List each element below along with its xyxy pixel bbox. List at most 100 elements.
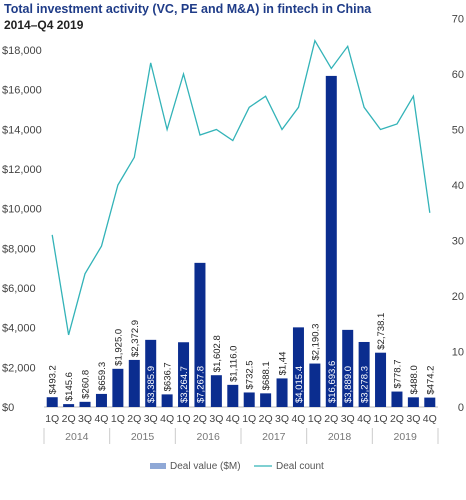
left-axis-tick: $18,000 [2, 45, 42, 57]
quarter-tick-label: 4Q [291, 413, 305, 425]
quarter-tick-label: 2Q [127, 413, 141, 425]
bar-data-label: $493.2 [48, 365, 59, 394]
bar-data-label: $7,267.8 [195, 366, 206, 403]
bar-deal-value [194, 262, 206, 407]
bar-data-label: $1,925.0 [113, 329, 124, 366]
bar-data-label: $636.7 [163, 362, 174, 391]
quarter-tick-label: 1Q [308, 413, 322, 425]
quarter-tick-label: 3Q [275, 413, 289, 425]
quarter-tick-label: 4Q [357, 413, 371, 425]
bar-deal-value [63, 404, 75, 407]
bar-deal-value [375, 352, 387, 407]
bar-deal-value [292, 327, 304, 407]
bar-deal-value [325, 75, 337, 407]
year-tick-label: 2017 [262, 431, 286, 443]
year-tick-label: 2014 [65, 431, 89, 443]
left-axis-tick: $6,000 [2, 283, 36, 295]
bar-data-label: $2,738.1 [376, 313, 387, 350]
left-axis-tick: $14,000 [2, 124, 42, 136]
bar-data-label: $659.3 [97, 362, 108, 391]
quarter-tick-label: 3Q [78, 413, 92, 425]
bar-data-label: $2,372.9 [130, 320, 141, 357]
left-axis-tick: $2,000 [2, 362, 36, 374]
bar-data-label: $688.1 [261, 361, 272, 390]
year-tick-label: 2016 [196, 431, 220, 443]
bar-data-label: $732.5 [245, 360, 256, 389]
chart-subtitle: 2014–Q4 2019 [4, 18, 84, 32]
deal-count-line [51, 38, 431, 336]
chart-title: Total investment activity (VC, PE and M&… [4, 2, 372, 16]
bar-deal-value [128, 359, 140, 407]
bar-data-label: $1,602.8 [212, 335, 223, 372]
quarter-tick-label: 4Q [423, 413, 437, 425]
quarter-tick-label: 2Q [324, 413, 338, 425]
quarter-tick-label: 3Q [341, 413, 355, 425]
right-axis-tick: 10 [452, 347, 464, 359]
bar-data-label: $1,116.0 [228, 346, 239, 382]
year-tick-label: 2018 [328, 431, 352, 443]
bar-deal-value [391, 391, 403, 407]
quarter-tick-label: 3Q [144, 413, 158, 425]
bar-deal-value [309, 363, 321, 407]
bar-deal-value [46, 397, 58, 407]
left-axis-tick: $16,000 [2, 85, 42, 97]
bar-data-label: $260.8 [81, 370, 92, 399]
bar-data-label: $3,264.7 [179, 366, 190, 403]
year-tick-label: 2019 [393, 431, 417, 443]
bar-data-label: $3,278.3 [360, 366, 371, 403]
bar-data-label: $2,190.3 [310, 324, 321, 361]
bar-deal-value [342, 329, 354, 407]
quarter-tick-label: 1Q [177, 413, 191, 425]
bar-deal-value [260, 393, 272, 407]
legend-line-label: Deal count [276, 461, 324, 472]
bar-data-label: $778.7 [392, 359, 403, 388]
left-axis-tick: $10,000 [2, 204, 42, 216]
left-axis-tick: $0 [2, 402, 14, 414]
bar-deal-value [276, 378, 288, 407]
bar-deal-value [227, 384, 239, 407]
bar-deal-value [407, 397, 419, 407]
left-axis-tick: $12,000 [2, 164, 42, 176]
right-axis-tick: 0 [458, 402, 464, 414]
quarter-tick-label: 4Q [160, 413, 174, 425]
bar-deal-value [95, 393, 107, 407]
quarter-tick-label: 1Q [374, 413, 388, 425]
left-axis-tick: $8,000 [2, 243, 36, 255]
quarter-tick-label: 2Q [193, 413, 207, 425]
bar-data-label: $3,385.9 [146, 366, 157, 403]
left-axis-tick: $4,000 [2, 323, 36, 335]
bar-deal-value [210, 375, 222, 407]
quarter-tick-label: 3Q [209, 413, 223, 425]
legend-bar-swatch [150, 463, 166, 469]
legend-bar-label: Deal value ($M) [170, 461, 241, 472]
bar-data-label: $474.2 [425, 366, 436, 395]
right-axis-tick: 40 [452, 180, 464, 192]
quarter-tick-label: 4Q [226, 413, 240, 425]
bar-deal-value [424, 397, 436, 407]
bar-data-label: $3,889.0 [343, 366, 354, 403]
bar-deal-value [112, 368, 124, 407]
bar-data-label: $488.0 [409, 365, 420, 394]
bar-deal-value [79, 401, 91, 407]
quarter-tick-label: 2Q [390, 413, 404, 425]
quarter-tick-label: 2Q [259, 413, 273, 425]
bar-deal-value [243, 392, 255, 407]
bar-data-label: $1,44 [278, 352, 289, 376]
quarter-tick-label: 1Q [242, 413, 256, 425]
right-axis-tick: 70 [452, 14, 464, 26]
bar-deal-value [145, 339, 157, 407]
quarter-tick-label: 2Q [62, 413, 76, 425]
bar-data-label: $4,015.4 [294, 366, 305, 403]
bar-data-label: $16,693.6 [327, 361, 338, 403]
quarter-tick-label: 1Q [111, 413, 125, 425]
bar-deal-value [161, 394, 173, 407]
right-axis-tick: 30 [452, 236, 464, 248]
bar-data-label: $145.6 [64, 372, 75, 401]
bar-deal-value [178, 342, 190, 407]
right-axis-tick: 20 [452, 291, 464, 303]
right-axis-tick: 50 [452, 125, 464, 137]
bar-deal-value [358, 341, 370, 407]
quarter-tick-label: 3Q [406, 413, 420, 425]
quarter-tick-label: 1Q [45, 413, 59, 425]
